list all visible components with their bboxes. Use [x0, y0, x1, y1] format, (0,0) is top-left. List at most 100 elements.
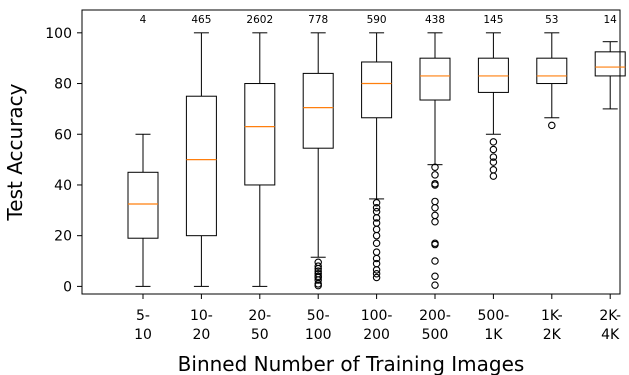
box [419, 57, 451, 101]
outlier-point [372, 231, 381, 240]
x-tick-label: 500- 1K [478, 308, 510, 343]
x-tick-label-line: 200 [363, 327, 390, 343]
box-group [302, 32, 334, 290]
outlier-point [431, 240, 439, 249]
outlier-point [372, 273, 381, 282]
box-group [244, 32, 276, 287]
count-label: 4 [140, 14, 147, 26]
outlier-point [489, 172, 498, 180]
x-tick-label: 200- 500 [419, 308, 451, 343]
outlier-point [372, 239, 381, 248]
count-label: 465 [191, 14, 211, 26]
outlier-point [372, 214, 381, 222]
outlier-point [431, 171, 439, 179]
y-tick-label: 0 [63, 279, 72, 295]
x-tick-label-line: 2K [543, 327, 562, 343]
x-tick-label: 2K-4K [599, 308, 621, 343]
count-label: 2602 [246, 14, 273, 26]
box-series [127, 32, 626, 290]
outlier-point [489, 166, 498, 174]
outlier-point [314, 276, 322, 284]
box-group [477, 32, 509, 180]
x-tick-label: 20-50 [248, 308, 271, 343]
outlier-point [314, 262, 322, 270]
box-group [127, 133, 159, 287]
x-tick-label: 100- 200 [361, 308, 393, 343]
outlier-point [372, 254, 381, 263]
x-tick-label: 5-10 [134, 308, 152, 343]
outlier-point [314, 264, 322, 273]
box [185, 95, 217, 237]
outlier-point [372, 198, 381, 207]
outlier-point [431, 211, 439, 220]
box [302, 72, 334, 149]
box-group [536, 32, 568, 130]
count-label: 145 [483, 14, 503, 26]
outlier-point [372, 204, 381, 212]
x-tick-label-line: 100- [361, 308, 393, 324]
x-tick-label-line: 10- [190, 308, 213, 324]
y-tick-label: 40 [54, 178, 72, 194]
x-tick-label-line: 100 [305, 327, 332, 343]
box [361, 61, 393, 119]
count-label: 778 [308, 14, 328, 26]
x-tick-label: 10-20 [190, 308, 213, 343]
outlier-point [314, 281, 322, 290]
box [127, 171, 159, 239]
x-axis: 5-1010-2020-5050-100100-200200-500500-1K… [134, 294, 621, 343]
box-group [594, 41, 626, 110]
x-tick-label-line: 5- [136, 308, 150, 324]
outlier-point [431, 272, 439, 280]
outlier-point [372, 207, 381, 216]
y-axis-title: Test Accuracy [3, 83, 27, 221]
box [477, 57, 509, 93]
outlier-point [372, 225, 381, 234]
outlier-point [548, 121, 556, 130]
plot-frame [81, 9, 621, 295]
x-tick-label-line: 20 [192, 327, 210, 343]
outlier-point [489, 153, 498, 161]
box-group [185, 32, 217, 287]
outlier-point [489, 145, 498, 154]
x-tick-label: 1K-2K [541, 308, 563, 343]
box [536, 57, 568, 85]
outlier-point [372, 248, 381, 256]
outlier-point [431, 204, 439, 212]
outlier-point [372, 269, 381, 278]
box-group [419, 32, 451, 289]
y-tick-label: 60 [54, 127, 72, 143]
box [594, 51, 626, 77]
outlier-point [489, 138, 498, 146]
count-labels: 4 465 2602 778 590 438 145 53 14 [140, 14, 618, 26]
count-label: 438 [425, 14, 445, 26]
outlier-point [489, 158, 498, 166]
y-tick-label: 20 [54, 229, 72, 245]
x-tick-label-line: 20- [248, 308, 271, 324]
x-tick-label-line: 200- [419, 308, 451, 324]
count-label: 590 [367, 14, 387, 26]
outlier-point [431, 281, 439, 289]
outlier-point [431, 197, 439, 206]
outlier-point [431, 217, 439, 226]
x-tick-label-line: 10 [134, 327, 152, 343]
box-group [361, 32, 393, 282]
x-tick-label-line: 50- [307, 308, 330, 324]
outlier-point [431, 181, 439, 189]
y-tick-label: 100 [45, 26, 72, 42]
x-tick-label-line: 1K- [541, 308, 563, 324]
x-tick-label-line: 2K- [599, 308, 621, 324]
box [244, 83, 276, 186]
y-axis: 0 20 40 60 80 100 [45, 26, 82, 295]
x-axis-title: Binned Number of Training Images [178, 352, 525, 375]
outlier-point [431, 257, 439, 265]
x-tick-label-line: 1K [484, 327, 503, 343]
y-tick-label: 80 [54, 77, 72, 93]
x-tick-label-line: 4K [601, 327, 620, 343]
x-tick-label: 50-100 [305, 308, 332, 343]
count-label: 53 [545, 14, 558, 26]
x-tick-label-line: 500- [478, 308, 510, 324]
x-tick-label-line: 50 [251, 327, 269, 343]
outlier-point [431, 163, 439, 171]
